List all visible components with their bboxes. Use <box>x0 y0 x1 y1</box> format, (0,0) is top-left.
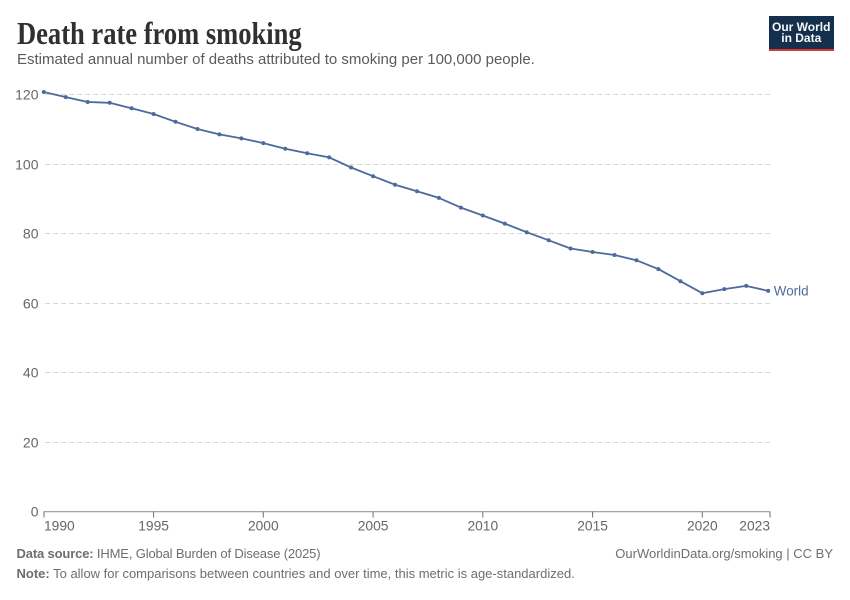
svg-text:1995: 1995 <box>138 519 169 534</box>
svg-text:2020: 2020 <box>687 519 718 534</box>
svg-text:60: 60 <box>23 296 39 312</box>
svg-text:100: 100 <box>15 157 39 173</box>
svg-text:2023: 2023 <box>739 519 770 534</box>
svg-text:2010: 2010 <box>467 519 498 534</box>
svg-text:2015: 2015 <box>577 519 608 534</box>
svg-text:0: 0 <box>31 504 39 520</box>
svg-text:20: 20 <box>23 435 39 451</box>
svg-text:2000: 2000 <box>248 519 279 534</box>
svg-text:80: 80 <box>23 226 39 242</box>
svg-text:40: 40 <box>23 365 39 381</box>
svg-text:120: 120 <box>15 87 39 103</box>
svg-text:World: World <box>774 283 809 298</box>
svg-text:1990: 1990 <box>44 519 75 534</box>
svg-text:2005: 2005 <box>358 519 389 534</box>
